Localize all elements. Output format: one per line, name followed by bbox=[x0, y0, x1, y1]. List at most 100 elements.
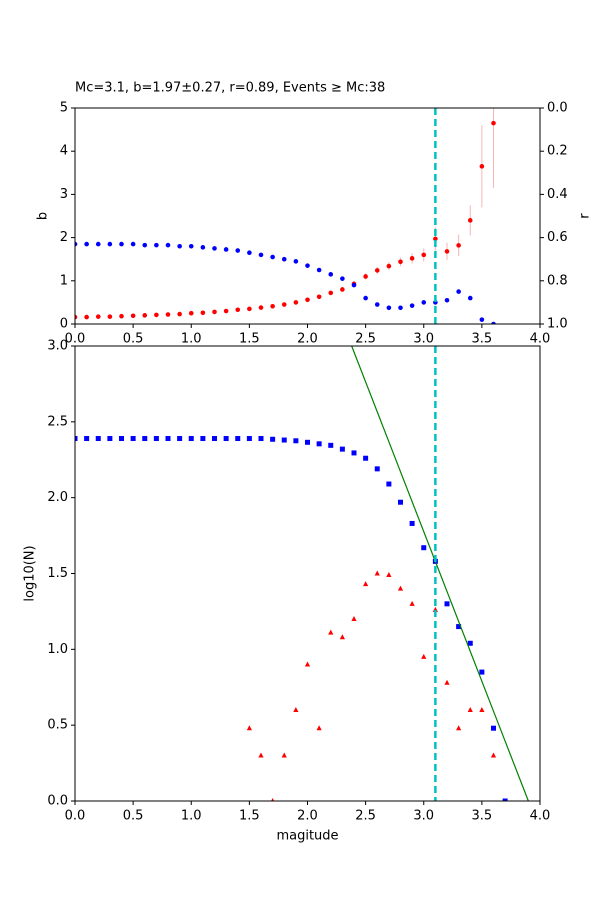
x-tick-label: 4.0 bbox=[530, 809, 551, 824]
point bbox=[95, 436, 101, 442]
y-tick-label: 2.5 bbox=[47, 414, 68, 429]
point bbox=[270, 303, 275, 309]
y-tick-label: 2 bbox=[60, 230, 68, 245]
plot-area bbox=[75, 346, 529, 801]
fit-line bbox=[351, 346, 529, 801]
point bbox=[467, 218, 473, 223]
point bbox=[409, 303, 415, 308]
point bbox=[444, 601, 450, 607]
point bbox=[95, 314, 101, 319]
point bbox=[258, 436, 264, 442]
point bbox=[339, 634, 345, 640]
point bbox=[107, 314, 113, 319]
point bbox=[188, 310, 194, 316]
y-tick-label: 3 bbox=[60, 187, 68, 202]
point bbox=[235, 436, 241, 442]
point bbox=[235, 248, 241, 253]
point bbox=[409, 520, 415, 526]
y2-tick-label: 0.4 bbox=[547, 187, 568, 202]
x-tick-label: 0.5 bbox=[123, 332, 144, 347]
point bbox=[456, 624, 462, 630]
point bbox=[84, 241, 89, 247]
point bbox=[84, 436, 90, 442]
y2-tick-label: 0.8 bbox=[547, 273, 568, 288]
point bbox=[491, 725, 496, 731]
point bbox=[328, 442, 334, 448]
y-tick-label: 2.0 bbox=[47, 490, 68, 505]
point bbox=[374, 268, 380, 273]
x-tick-label: 1.5 bbox=[239, 809, 260, 824]
point bbox=[479, 317, 485, 322]
point bbox=[398, 259, 403, 265]
point bbox=[246, 725, 252, 731]
point bbox=[491, 120, 496, 126]
point bbox=[75, 436, 78, 442]
point bbox=[142, 313, 148, 318]
point bbox=[177, 243, 182, 249]
y2-tick-label: 0.2 bbox=[547, 144, 568, 159]
axes-frame bbox=[74, 107, 541, 325]
point bbox=[374, 570, 380, 576]
y-tick-label: 4 bbox=[60, 144, 68, 159]
y-tick-label: 3.0 bbox=[47, 339, 68, 354]
point bbox=[142, 436, 148, 442]
point bbox=[316, 441, 322, 447]
point bbox=[479, 707, 485, 712]
point bbox=[456, 289, 461, 294]
point bbox=[444, 249, 450, 254]
axes-frame bbox=[74, 345, 541, 802]
y-tick-label: 0.0 bbox=[47, 794, 68, 809]
point bbox=[502, 798, 508, 801]
point bbox=[154, 312, 159, 318]
point bbox=[328, 629, 334, 635]
y2-tick-label: 1.0 bbox=[547, 317, 568, 332]
point bbox=[130, 241, 136, 247]
x-tick-label: 4.0 bbox=[530, 332, 551, 347]
y-tick-label: 5 bbox=[60, 101, 68, 116]
point bbox=[281, 302, 287, 307]
point bbox=[258, 752, 264, 758]
point bbox=[374, 466, 380, 472]
point bbox=[409, 600, 415, 606]
point bbox=[270, 254, 275, 260]
point bbox=[247, 306, 252, 312]
y-tick-label: 1.0 bbox=[47, 642, 68, 657]
point bbox=[363, 455, 369, 461]
point bbox=[305, 263, 310, 268]
point bbox=[212, 246, 217, 251]
point bbox=[340, 287, 345, 292]
point bbox=[84, 314, 89, 320]
point bbox=[95, 241, 101, 247]
x-tick-label: 1.5 bbox=[239, 332, 260, 347]
chart-title: Mc=3.1, b=1.97±0.27, r=0.89, Events ≥ Mc… bbox=[75, 81, 385, 96]
x-tick-label: 1.0 bbox=[181, 332, 202, 347]
point bbox=[398, 499, 403, 505]
x-axis-label: magitude bbox=[276, 829, 338, 844]
point bbox=[165, 242, 171, 248]
point bbox=[119, 241, 124, 247]
x-tick-label: 0.0 bbox=[65, 332, 86, 347]
point bbox=[165, 436, 171, 442]
point bbox=[119, 313, 124, 319]
point bbox=[235, 307, 241, 313]
point bbox=[246, 436, 252, 442]
point bbox=[444, 679, 450, 685]
point bbox=[386, 481, 392, 487]
point bbox=[223, 436, 229, 442]
point bbox=[200, 245, 206, 250]
point bbox=[293, 707, 299, 712]
point bbox=[281, 752, 287, 758]
point bbox=[188, 243, 194, 249]
point bbox=[200, 310, 206, 316]
point bbox=[258, 305, 264, 310]
point bbox=[397, 585, 404, 591]
point bbox=[293, 438, 299, 444]
point bbox=[316, 267, 322, 273]
point bbox=[386, 263, 392, 269]
point bbox=[107, 241, 113, 247]
point bbox=[479, 669, 485, 675]
point bbox=[328, 290, 334, 296]
point bbox=[142, 242, 148, 248]
